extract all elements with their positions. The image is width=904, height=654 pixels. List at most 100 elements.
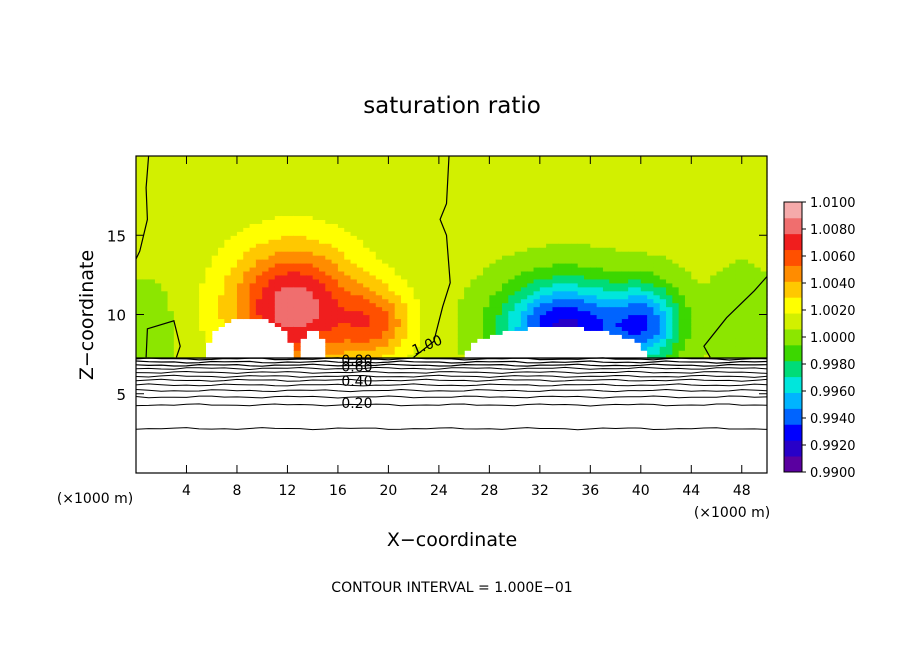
field-cell [495, 294, 503, 300]
field-cell [691, 338, 699, 343]
field-cell [508, 191, 516, 197]
field-cell [647, 310, 655, 316]
field-cell [369, 338, 377, 343]
field-cell [306, 199, 314, 205]
field-cell [438, 219, 446, 224]
field-cell [445, 191, 453, 197]
field-cell [565, 199, 572, 205]
field-cell [218, 223, 225, 228]
field-cell [230, 156, 238, 161]
field-cell [672, 247, 680, 252]
field-cell [451, 282, 459, 288]
field-cell [514, 266, 522, 272]
field-cell [199, 175, 207, 181]
field-cell [634, 167, 642, 173]
field-cell [419, 251, 427, 256]
field-cell [520, 306, 528, 312]
field-cell [653, 270, 661, 276]
field-cell [293, 183, 301, 189]
field-cell [293, 211, 301, 217]
field-cell [249, 179, 257, 185]
field-cell [344, 227, 352, 232]
field-cell [476, 270, 484, 276]
field-cell [678, 247, 686, 252]
field-cell [375, 255, 383, 260]
field-cell [748, 334, 755, 339]
field-cell [350, 171, 358, 177]
field-cell [167, 262, 175, 268]
field-cell [407, 262, 415, 268]
field-cell [426, 156, 434, 161]
field-cell [697, 199, 705, 205]
field-cell [741, 274, 749, 280]
field-cell [249, 282, 257, 288]
field-cell [419, 282, 427, 288]
field-cell [710, 235, 718, 240]
field-cell [703, 223, 711, 228]
field-cell [584, 167, 591, 173]
field-cell [148, 274, 156, 280]
field-cell [584, 262, 591, 268]
field-cell [243, 282, 251, 288]
field-cell [136, 330, 143, 335]
field-cell [653, 274, 661, 280]
field-cell [186, 338, 194, 343]
field-cell [735, 183, 743, 189]
colorbar-label: 0.9900 [810, 466, 856, 481]
field-cell [394, 203, 402, 209]
field-cell [331, 334, 339, 339]
field-cell [325, 171, 333, 177]
field-cell [369, 255, 377, 260]
field-cell [697, 314, 705, 320]
field-cell [180, 199, 188, 205]
field-cell [684, 187, 692, 193]
field-cell [445, 247, 453, 252]
field-cell [577, 203, 585, 209]
field-cell [262, 270, 270, 276]
field-cell [356, 159, 364, 165]
field-cell [729, 274, 737, 280]
field-cell [167, 231, 175, 236]
field-cell [571, 294, 579, 300]
field-cell [634, 282, 642, 288]
field-cell [678, 159, 686, 165]
field-cell [382, 270, 389, 276]
field-cell [514, 195, 522, 201]
field-cell [344, 247, 352, 252]
field-cell [678, 314, 686, 320]
field-cell [148, 215, 156, 220]
field-cell [287, 223, 295, 228]
field-cell [596, 318, 604, 324]
field-cell [666, 167, 673, 173]
field-cell [388, 322, 396, 327]
field-cell [154, 282, 162, 288]
field-cell [337, 251, 345, 256]
field-cell [672, 278, 680, 284]
field-cell [325, 231, 333, 236]
field-cell [407, 195, 415, 201]
field-cell [211, 183, 219, 189]
field-cell [407, 156, 415, 161]
field-cell [697, 286, 705, 292]
field-cell [552, 255, 560, 260]
field-cell [306, 274, 314, 280]
field-cell [375, 274, 383, 280]
field-cell [211, 286, 219, 292]
field-cell [729, 346, 737, 351]
field-cell [476, 322, 484, 327]
field-cell [161, 195, 169, 201]
field-cell [369, 294, 377, 300]
field-cell [495, 318, 503, 324]
contour-interval-note: CONTOUR INTERVAL = 1.000E−01 [331, 580, 572, 596]
field-cell [716, 350, 724, 355]
field-cell [382, 259, 389, 264]
field-cell [401, 227, 408, 232]
field-cell [180, 183, 188, 189]
field-cell [426, 346, 434, 351]
field-cell [154, 179, 162, 185]
field-cell [634, 163, 642, 169]
field-cell [741, 322, 749, 327]
field-cell [672, 302, 680, 308]
field-cell [281, 159, 289, 165]
field-cell [331, 247, 339, 252]
